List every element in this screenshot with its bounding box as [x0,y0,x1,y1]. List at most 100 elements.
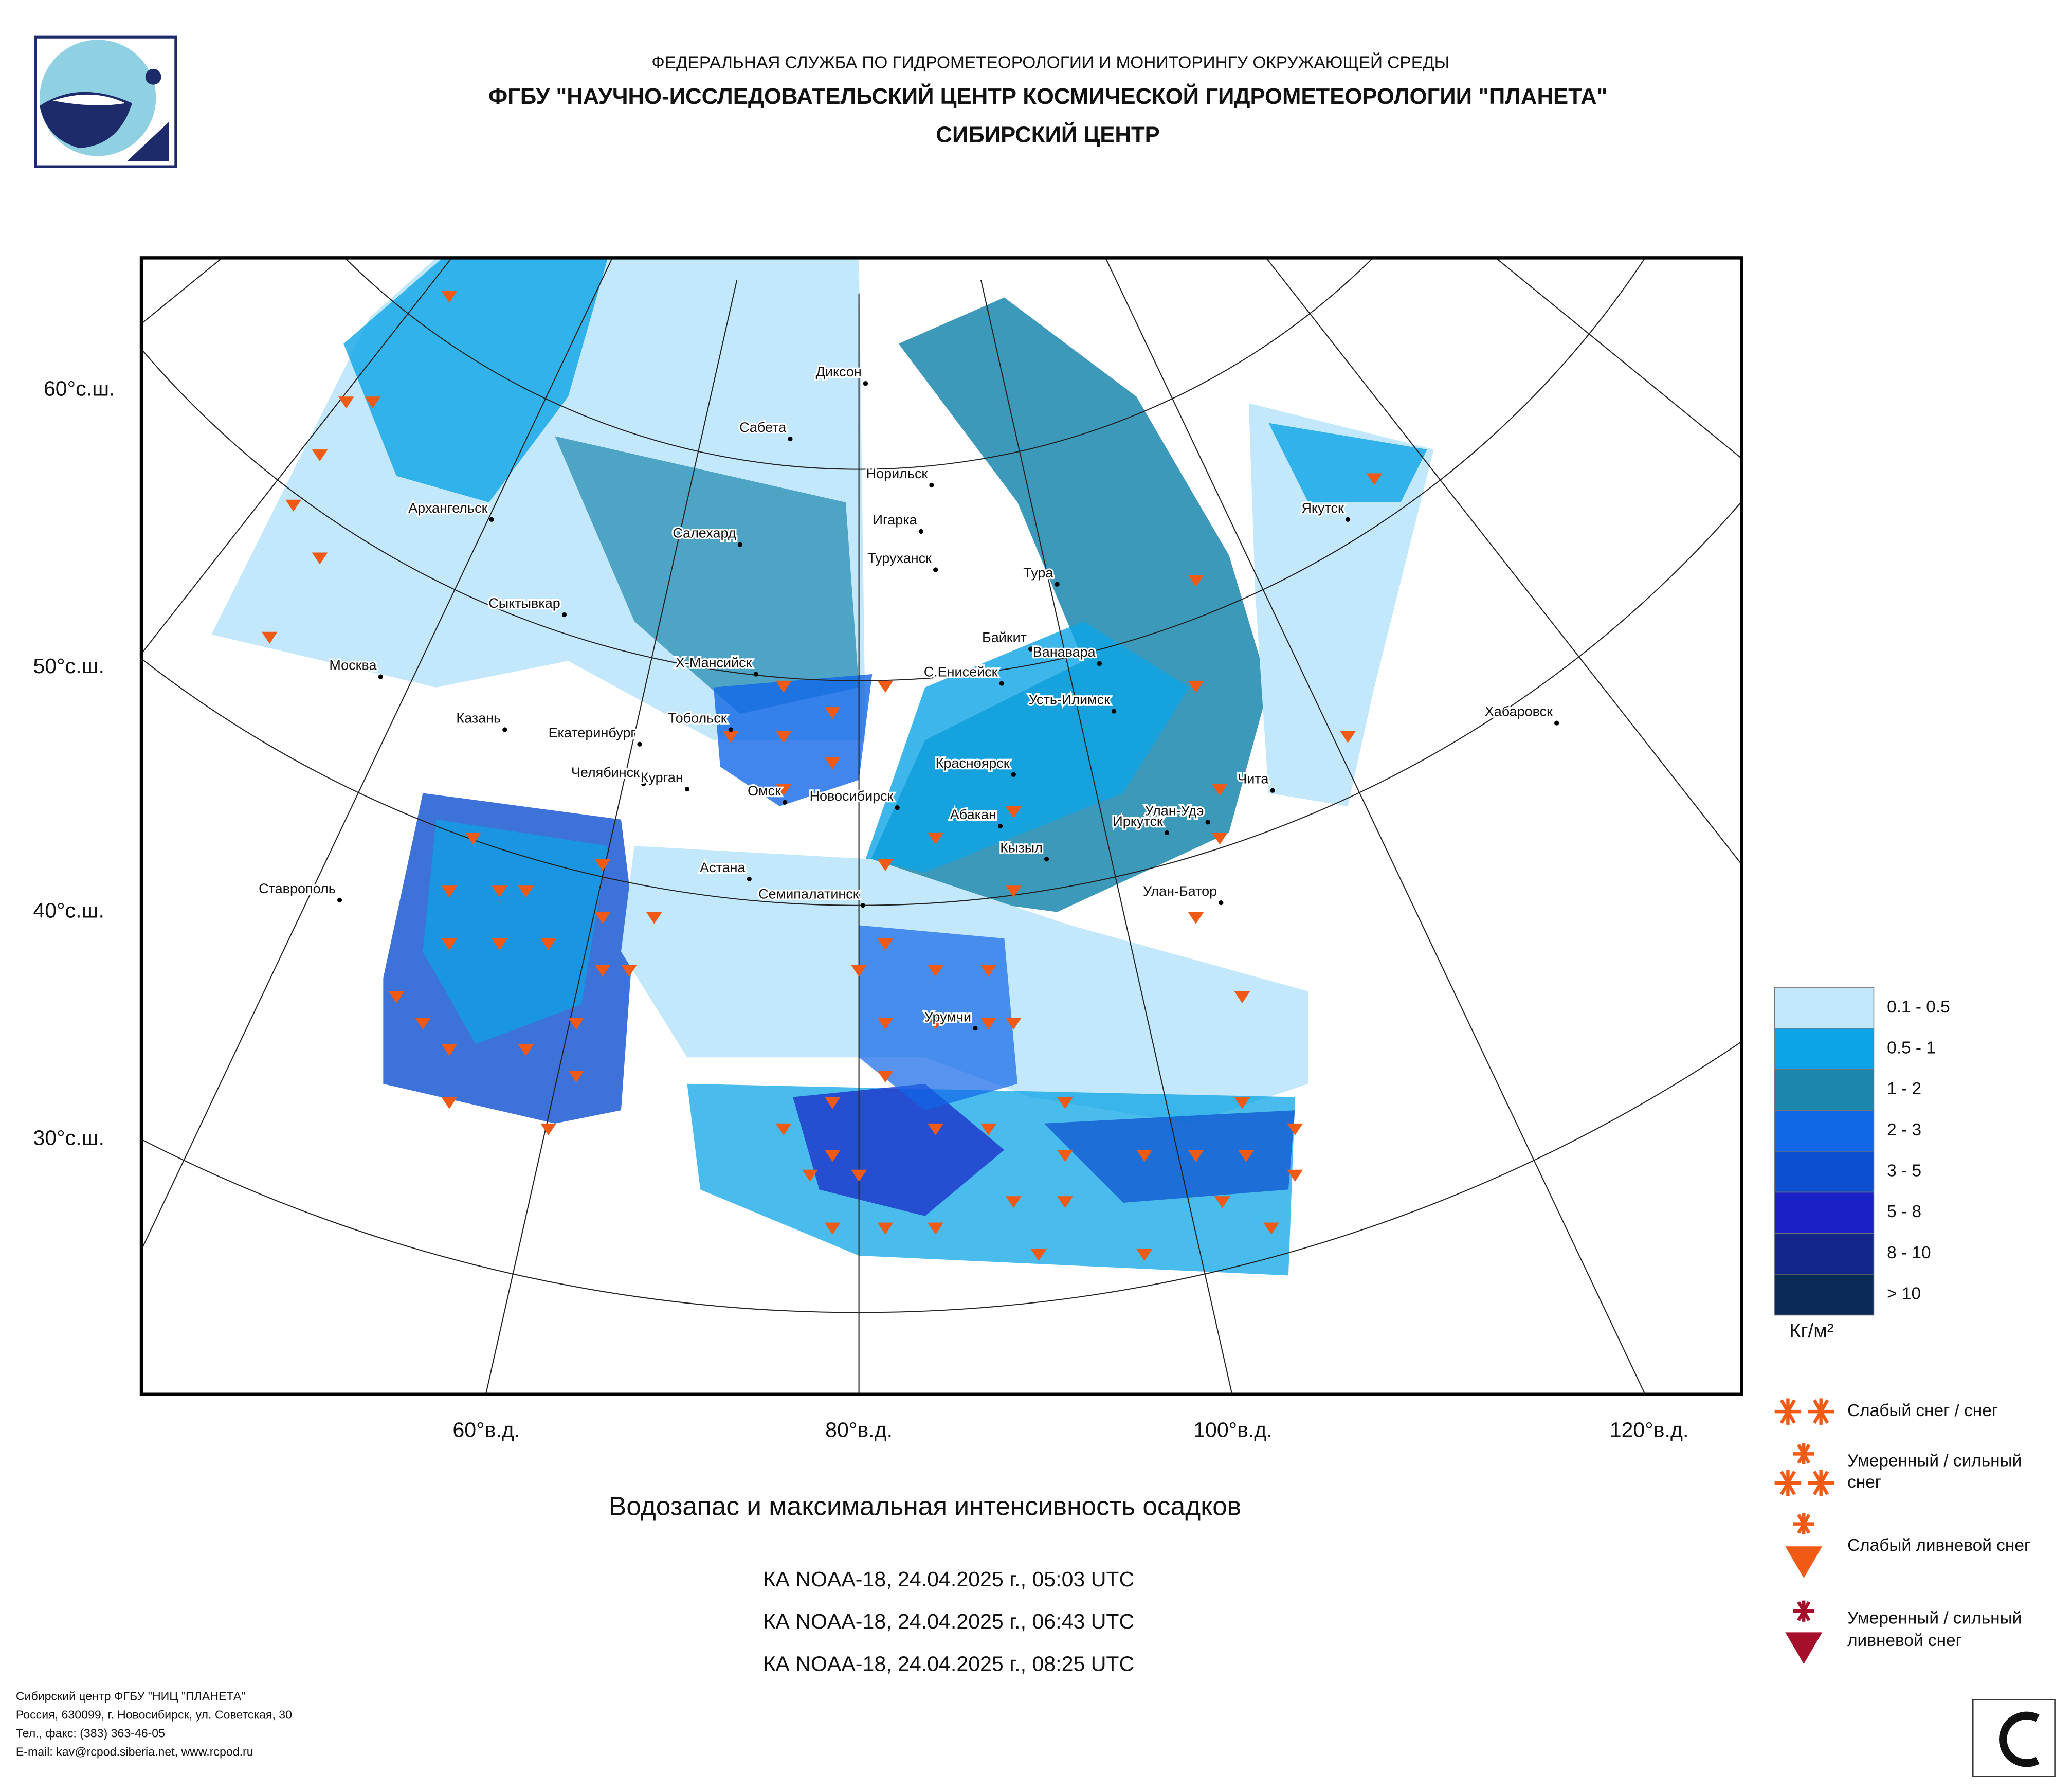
precipitation-marker [980,965,996,977]
precipitation-marker [851,965,867,977]
certificate-badge [1972,1699,2056,1777]
precipitation-marker [441,1097,458,1109]
precipitation-marker [594,965,611,977]
city-label: Норильск [866,466,928,481]
precipitation-marker [1057,1150,1073,1162]
precipitation-marker [928,1018,944,1030]
legend-swatch [1774,1274,1875,1316]
city-label: Астана [700,860,745,875]
latitude-label: 40°с.ш. [33,898,104,922]
city-label: Байкит [982,630,1027,645]
longitude-label: 60°в.д. [452,1418,520,1442]
legend-label: снег [1847,1473,1881,1492]
precipitation-marker [441,938,458,951]
latitude-label: 60°с.ш. [44,376,115,400]
precipitation-marker [261,631,278,644]
logo [34,35,177,168]
city-dot [895,805,900,810]
caption-pass: КА NOAA-18, 24.04.2025 г., 05:03 UTC [763,1567,1134,1591]
cities: Диксон Сабета Норильск Архангельск Игарка Сал… [257,363,1559,1031]
precipitation-marker [824,757,841,770]
legend-label: Слабый снег / снег [1847,1401,1998,1420]
city-label: Туруханск [867,551,932,566]
meridian-line [1265,258,1742,865]
precipitation-marker [312,449,328,462]
city-dot [1028,646,1033,652]
city-label: Курган [641,770,683,785]
precipitation-marker [646,912,662,924]
precipitation-marker [312,552,328,565]
longitude-label: 80°в.д. [825,1418,893,1442]
city-dot [489,517,494,522]
legend-swatch [1774,987,1875,1029]
city-dot [737,542,742,547]
city-label: Кызыл [1000,840,1043,855]
precipitation-marker [775,680,792,693]
city-dot [1011,772,1016,777]
precipitation-marker [1263,1222,1279,1235]
city-dot [378,674,383,679]
city-dot [918,529,924,534]
footer-line: Тел., факс: (383) 363-46-05 [16,1726,165,1740]
precipitation-marker [1030,1249,1047,1261]
city-label: Екатеринбург [549,725,636,740]
precipitation-marker [775,1123,792,1135]
precipitation-marker [1057,1196,1073,1208]
precipitation-marker [1005,806,1022,819]
city-label: Казань [456,711,501,726]
legend-label: 1 - 2 [1887,1079,1921,1098]
precipitation-marker [568,1018,585,1030]
precipitation-marker [1188,575,1204,587]
city-dot [1554,720,1559,726]
legend-label: 8 - 10 [1887,1243,1931,1262]
precipitation-marker [621,965,637,977]
labels: ФЕДЕРАЛЬНАЯ СЛУЖБА ПО ГИДРОМЕТЕОРОЛОГИИ … [16,52,2030,1758]
legend-symbol [1785,1632,1823,1665]
city-label: Иркутск [1113,813,1163,829]
city-dot [1345,517,1351,522]
footer-line: E-mail: kav@rcpod.siberia.net, www.rcpod… [16,1745,253,1758]
map-frame [139,256,1743,1396]
legend-swatch [1774,1233,1875,1275]
city-dot [1219,900,1224,906]
city-label: Ставрополь [259,881,336,896]
legend-label: Слабый ливневой снег [1847,1536,2030,1555]
precipitation-marker [1340,731,1356,743]
precipitation-marker [441,885,458,898]
precipitation-marker [365,396,381,409]
precipitation-marker [851,1169,867,1182]
latitude-label: 30°с.ш. [33,1126,104,1150]
precipitation-marker [824,1150,841,1162]
city-dot [753,672,758,677]
precipitation-marker [980,1123,996,1135]
legend-label: 2 - 3 [1887,1120,1921,1139]
city-label: Тобольск [668,711,726,726]
precipitation-marker [492,885,507,898]
precipitation-marker [824,707,841,719]
city-label: Диксон [816,364,862,379]
city-dot [1044,857,1049,862]
city-label: Сабета [739,420,786,435]
precipitation-marker [540,1123,557,1135]
legend-symbol [1785,1546,1823,1578]
legend-swatch [1774,1110,1875,1152]
precipitation-marker [1188,1150,1204,1162]
precipitation-marker [492,938,507,951]
legend-label: 0.5 - 1 [1887,1038,1936,1057]
city-dot [1270,788,1275,793]
precipitation-marker [568,1071,585,1083]
city-dot [337,897,342,903]
precipitation-marker [540,938,557,951]
header-line: ФЕДЕРАЛЬНАЯ СЛУЖБА ПО ГИДРОМЕТЕОРОЛОГИИ … [651,52,1449,72]
precipitation-marker [775,784,792,796]
city-dot [1164,830,1170,836]
city-label: Сыктывкар [488,595,560,611]
city-label: Х-Мансийск [676,655,752,671]
city-dot [1055,582,1060,587]
precipitation-marker [388,991,405,1003]
precipitation-marker [1214,1196,1230,1208]
footer-line: Россия, 630099, г. Новосибирск, ул. Сове… [16,1708,292,1721]
city-label: Улан-Удэ [1145,803,1204,818]
